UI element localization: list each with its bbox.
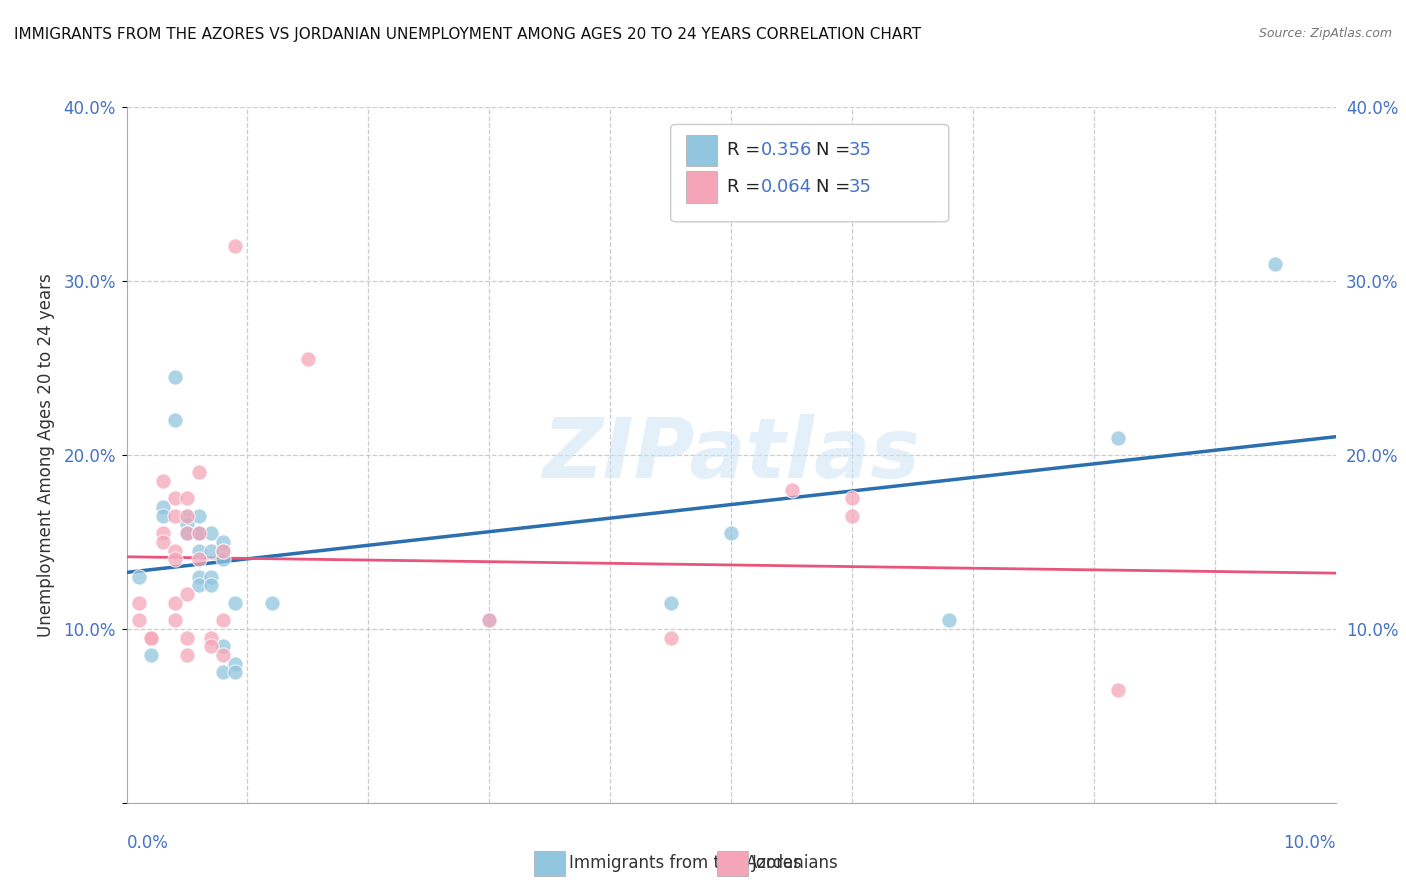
- Text: 0.0%: 0.0%: [127, 834, 169, 852]
- Text: Source: ZipAtlas.com: Source: ZipAtlas.com: [1258, 27, 1392, 40]
- Point: [841, 508, 863, 523]
- Point: [200, 570, 222, 584]
- Text: 35: 35: [848, 141, 872, 159]
- Point: [188, 508, 211, 523]
- Point: [188, 526, 211, 541]
- Point: [938, 613, 960, 627]
- Point: [212, 543, 235, 558]
- Text: Jordanians: Jordanians: [752, 855, 839, 872]
- Point: [188, 552, 211, 566]
- Point: [163, 596, 186, 610]
- Point: [139, 631, 162, 645]
- Point: [163, 613, 186, 627]
- Point: [176, 631, 198, 645]
- Point: [659, 596, 682, 610]
- Point: [176, 526, 198, 541]
- Point: [152, 474, 174, 488]
- Point: [224, 596, 246, 610]
- Point: [224, 657, 246, 671]
- Point: [139, 631, 162, 645]
- Point: [212, 648, 235, 662]
- Text: Immigrants from the Azores: Immigrants from the Azores: [569, 855, 803, 872]
- Text: N =: N =: [815, 141, 856, 159]
- Point: [139, 648, 162, 662]
- Point: [212, 534, 235, 549]
- Point: [212, 639, 235, 653]
- Point: [212, 665, 235, 680]
- Text: ZIPatlas: ZIPatlas: [543, 415, 920, 495]
- Point: [188, 543, 211, 558]
- Text: 0.356: 0.356: [762, 141, 813, 159]
- Point: [176, 491, 198, 506]
- Point: [163, 369, 186, 384]
- Point: [176, 508, 198, 523]
- Point: [200, 543, 222, 558]
- Text: R =: R =: [727, 178, 766, 196]
- Point: [188, 578, 211, 592]
- Text: 10.0%: 10.0%: [1284, 834, 1336, 852]
- Point: [128, 570, 150, 584]
- Point: [224, 239, 246, 253]
- Point: [841, 491, 863, 506]
- Point: [176, 517, 198, 532]
- Point: [200, 578, 222, 592]
- Point: [163, 543, 186, 558]
- Point: [260, 596, 283, 610]
- Point: [176, 587, 198, 601]
- Point: [128, 613, 150, 627]
- Point: [1107, 431, 1129, 445]
- Text: 0.064: 0.064: [762, 178, 813, 196]
- Text: IMMIGRANTS FROM THE AZORES VS JORDANIAN UNEMPLOYMENT AMONG AGES 20 TO 24 YEARS C: IMMIGRANTS FROM THE AZORES VS JORDANIAN …: [14, 27, 921, 42]
- Point: [212, 613, 235, 627]
- Point: [176, 508, 198, 523]
- Point: [163, 552, 186, 566]
- Point: [200, 526, 222, 541]
- Text: 35: 35: [848, 178, 872, 196]
- Point: [176, 526, 198, 541]
- Point: [188, 466, 211, 480]
- Point: [297, 352, 319, 367]
- Point: [152, 500, 174, 514]
- Point: [200, 631, 222, 645]
- Point: [659, 631, 682, 645]
- Point: [720, 526, 742, 541]
- Y-axis label: Unemployment Among Ages 20 to 24 years: Unemployment Among Ages 20 to 24 years: [38, 273, 55, 637]
- FancyBboxPatch shape: [671, 124, 949, 222]
- Point: [188, 526, 211, 541]
- Point: [152, 508, 174, 523]
- Point: [1264, 256, 1286, 270]
- Point: [163, 508, 186, 523]
- Point: [128, 596, 150, 610]
- Point: [152, 526, 174, 541]
- Point: [200, 639, 222, 653]
- Point: [188, 526, 211, 541]
- Point: [212, 543, 235, 558]
- Point: [163, 491, 186, 506]
- Point: [478, 613, 501, 627]
- FancyBboxPatch shape: [686, 135, 717, 166]
- Point: [152, 534, 174, 549]
- Point: [188, 570, 211, 584]
- FancyBboxPatch shape: [686, 171, 717, 202]
- Point: [780, 483, 803, 497]
- Point: [176, 526, 198, 541]
- Text: R =: R =: [727, 141, 766, 159]
- Point: [1107, 682, 1129, 697]
- Point: [176, 648, 198, 662]
- Text: N =: N =: [815, 178, 856, 196]
- Point: [478, 613, 501, 627]
- Point: [212, 552, 235, 566]
- Point: [163, 413, 186, 427]
- Point: [224, 665, 246, 680]
